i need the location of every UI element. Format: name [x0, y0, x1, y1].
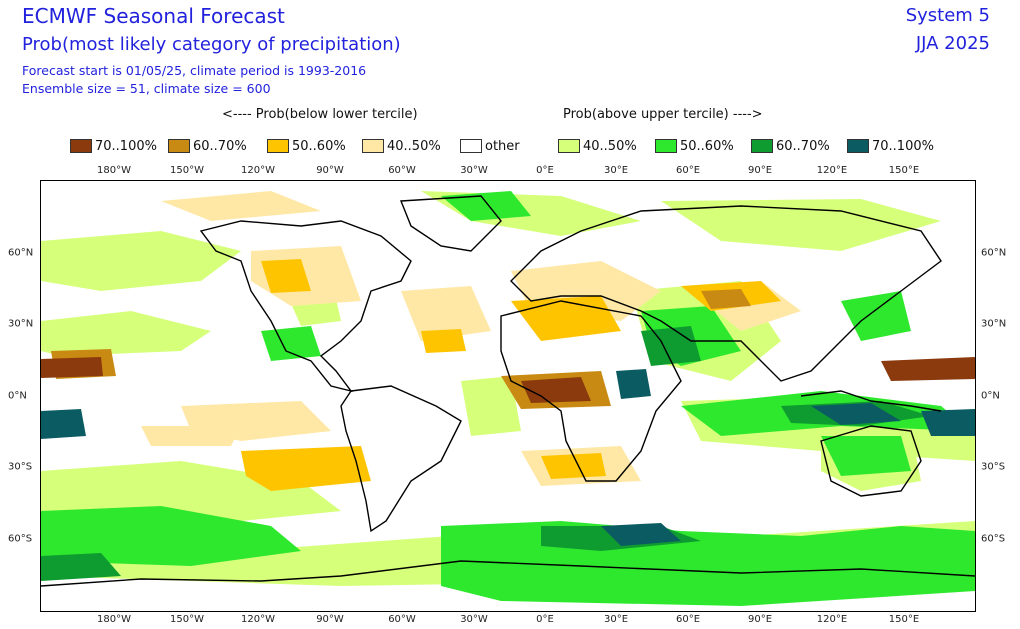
indonesia-coast [800, 390, 942, 412]
legend-swatch [460, 139, 482, 153]
legend-label: 70..100% [95, 138, 157, 154]
legend-swatch [558, 139, 580, 153]
coastlines [41, 195, 975, 587]
forecast-info: Forecast start is 01/05/25, climate peri… [22, 63, 367, 78]
page-title: ECMWF Seasonal Forecast [22, 4, 285, 28]
australia-coast [820, 425, 922, 497]
system-label: System 5 [905, 5, 990, 26]
lon-label-bottom: 150°W [170, 614, 204, 625]
lat-label-left: 60°S [8, 533, 33, 545]
legend-item: 50..60% [267, 136, 346, 156]
prob-70-100-below-areas [41, 357, 975, 403]
lon-label-bottom: 30°E [603, 614, 629, 625]
lon-label-top: 60°W [388, 165, 416, 176]
africa-coast [500, 300, 682, 482]
north-america-coast [199, 220, 412, 393]
legend-swatch [655, 139, 677, 153]
lat-label-right: 60°N [981, 247, 1007, 259]
lat-label-left: 0°N [8, 390, 27, 402]
legend-swatch [751, 139, 773, 153]
page-subtitle: Prob(most likely category of precipitati… [22, 34, 401, 55]
tercile-above-label: Prob(above upper tercile) ----> [563, 107, 763, 122]
eurasia-coast [510, 205, 942, 382]
lon-label-bottom: 60°E [675, 614, 701, 625]
lat-label-right: 30°N [981, 318, 1007, 330]
lon-label-top: 90°W [316, 165, 344, 176]
lon-label-top: 30°W [460, 165, 488, 176]
precipitation-map [41, 181, 975, 611]
lon-label-bottom: 90°E [747, 614, 773, 625]
legend-item: 60..70% [168, 136, 247, 156]
lon-label-top: 60°E [675, 165, 701, 176]
legend-label: 50..60% [680, 138, 734, 154]
legend-item: other [460, 136, 520, 156]
legend-label: 60..70% [776, 138, 830, 154]
season-label: JJA 2025 [915, 33, 990, 54]
lon-label-top: 30°E [603, 165, 629, 176]
legend-item: 50..60% [655, 136, 734, 156]
legend-swatch [70, 139, 92, 153]
lat-label-right: 30°S [981, 461, 1006, 473]
lat-label-left: 30°S [8, 461, 33, 473]
lon-label-top: 120°W [241, 165, 275, 176]
lon-label-top: 120°E [816, 165, 848, 176]
lat-label-left: 30°N [8, 318, 34, 330]
legend-label: 60..70% [193, 138, 247, 154]
legend-label: 40..50% [387, 138, 441, 154]
lon-label-bottom: 120°E [816, 614, 848, 625]
lon-label-bottom: 180°W [97, 614, 131, 625]
legend-item: 60..70% [751, 136, 830, 156]
lon-label-bottom: 150°E [888, 614, 920, 625]
ensemble-info: Ensemble size = 51, climate size = 600 [22, 81, 271, 96]
lon-label-bottom: 30°W [460, 614, 488, 625]
prob-70-100-above-areas [41, 369, 975, 546]
lon-label-top: 180°W [97, 165, 131, 176]
lon-label-bottom: 90°W [316, 614, 344, 625]
legend-swatch [168, 139, 190, 153]
legend-item: 70..100% [70, 136, 157, 156]
legend-label: 70..100% [872, 138, 934, 154]
legend-item: 40..50% [558, 136, 637, 156]
lon-label-top: 150°W [170, 165, 204, 176]
greenland-coast [399, 195, 502, 252]
legend-item: 70..100% [847, 136, 934, 156]
legend-swatch [267, 139, 289, 153]
south-america-coast [340, 385, 462, 533]
legend-swatch [362, 139, 384, 153]
legend: 70..100% 60..70% 50..60% 40..50% other 40..50… [70, 136, 950, 156]
lat-label-right: 0°N [981, 390, 1000, 402]
antarctica-coast [41, 560, 975, 587]
lon-label-top: 90°E [747, 165, 773, 176]
lon-label-top: 150°E [888, 165, 920, 176]
lon-label-bottom: 0°E [536, 614, 554, 625]
legend-label: 40..50% [583, 138, 637, 154]
tercile-below-label: <---- Prob(below lower tercile) [222, 107, 418, 122]
legend-label: other [485, 138, 520, 154]
legend-swatch [847, 139, 869, 153]
legend-item: 40..50% [362, 136, 441, 156]
lat-label-right: 60°S [981, 533, 1006, 545]
lon-label-bottom: 120°W [241, 614, 275, 625]
lon-label-top: 0°E [536, 165, 554, 176]
legend-label: 50..60% [292, 138, 346, 154]
lon-label-bottom: 60°W [388, 614, 416, 625]
lat-label-left: 60°N [8, 247, 34, 259]
map-frame [40, 180, 976, 612]
